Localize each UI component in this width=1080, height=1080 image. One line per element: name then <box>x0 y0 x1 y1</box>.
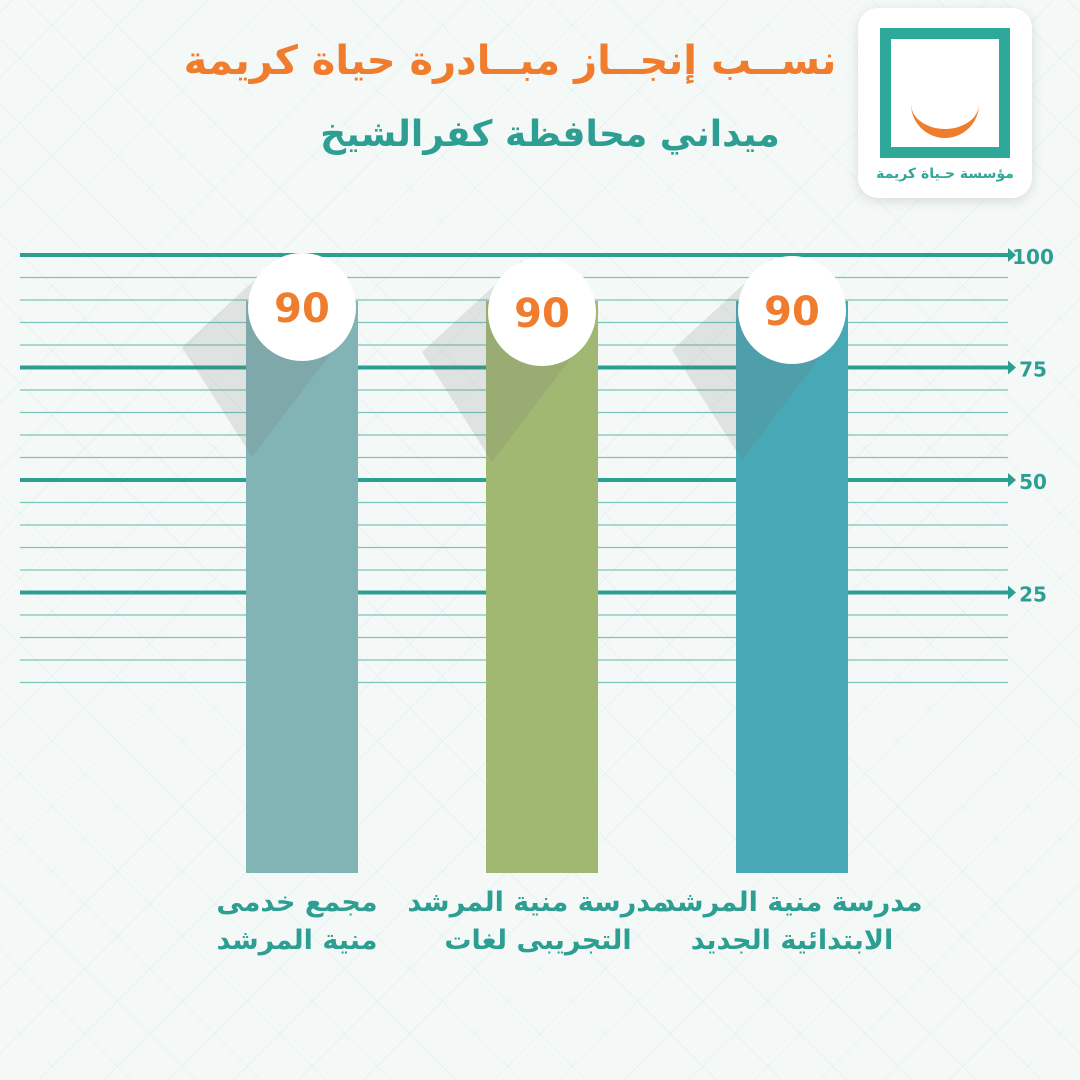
gridline-arrow <box>1008 248 1016 262</box>
brand-logo: مؤسسة حـياة كريمة <box>858 8 1032 198</box>
logo-frame-icon <box>880 28 1010 158</box>
category-label-line: مدرسة منية المرشد <box>407 887 669 918</box>
logo-smile-icon <box>911 91 979 138</box>
category-label: مدرسة منية المرشد التجريبى لغات <box>388 884 688 960</box>
logo-text: مؤسسة حـياة كريمة <box>876 166 1014 182</box>
page-title: نســب إنجــاز مبــادرة حياة كريمة <box>183 38 837 84</box>
bar <box>736 301 848 873</box>
y-tick-label: 100 <box>1012 245 1054 269</box>
y-tick-label: 50 <box>1019 470 1047 494</box>
y-tick-label: 75 <box>1019 358 1047 382</box>
value-label-circle <box>488 258 596 366</box>
value-label-circle <box>738 256 846 364</box>
bar <box>486 301 598 873</box>
gridline-arrow <box>1008 585 1016 600</box>
category-label-line: منية المرشد <box>216 925 378 956</box>
gridline-arrow <box>1008 360 1016 375</box>
category-label-line: مجمع خدمى <box>216 887 378 918</box>
data-label: 90 <box>514 291 570 337</box>
category-label: مجمع خدمى منية المرشد <box>147 884 447 960</box>
category-label: مدرسة منية المرشد الابتدائية الجديد <box>642 884 942 960</box>
y-tick-label: 25 <box>1019 583 1047 607</box>
category-label-line: مدرسة منية المرشد <box>661 887 923 918</box>
value-label-circle <box>248 253 356 361</box>
category-label-line: التجريبى لغات <box>444 925 632 956</box>
gridline-arrow <box>1008 473 1016 487</box>
data-label: 90 <box>274 286 330 332</box>
bar <box>246 301 358 873</box>
page-subtitle: ميداني محافظة كفرالشيخ <box>320 114 780 155</box>
category-label-line: الابتدائية الجديد <box>690 925 894 956</box>
data-label: 90 <box>764 289 820 335</box>
